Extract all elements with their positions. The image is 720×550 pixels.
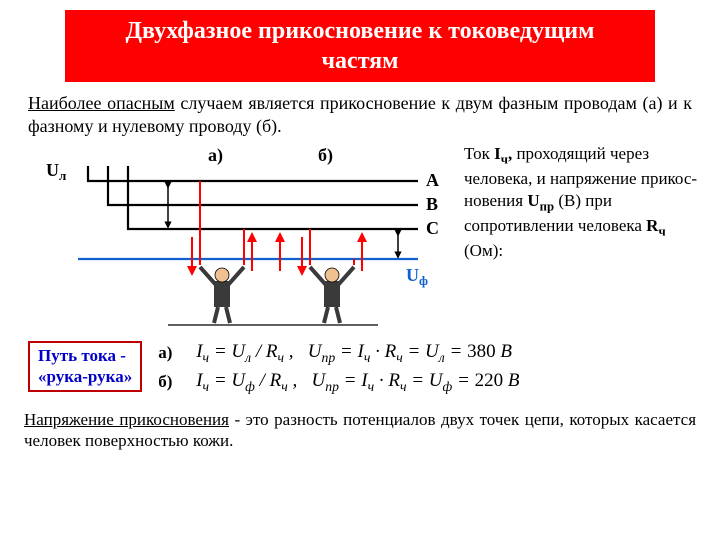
formulas: а) Iч = Uл / Rч , Uпр = Iч · Rч = Uл = 3… — [158, 341, 702, 399]
formula-b-label: б) — [158, 372, 182, 392]
phase-A-label: A — [426, 170, 439, 190]
phase-B-label: B — [426, 194, 438, 214]
case-a-label: а) — [208, 145, 223, 166]
formulas-row: Путь тока -«рука-рука» а) Iч = Uл / Rч ,… — [28, 341, 702, 399]
side-text: Ток Iч, проходящий через человека, и нап… — [458, 141, 702, 331]
circuit-diagram-svg: A B C Uл Uф а) б) — [18, 141, 458, 331]
case-b-label: б) — [318, 145, 333, 166]
person-b — [280, 181, 362, 323]
definition-text: Напряжение прикосновения - это разность … — [24, 409, 696, 452]
formula-b: б) Iч = Uф / Rч , Uпр = Iч · Rч = Uф = 2… — [158, 370, 702, 395]
formula-a-label: а) — [158, 343, 182, 363]
main-row: A B C Uл Uф а) б) — [18, 141, 702, 331]
title-banner: Двухфазное прикосновение к токоведущим ч… — [65, 10, 655, 82]
Uf-label: Uф — [406, 265, 428, 288]
current-path-box: Путь тока -«рука-рука» — [28, 341, 142, 392]
diagram: A B C Uл Uф а) б) — [18, 141, 458, 331]
Ul-label: Uл — [46, 160, 66, 183]
phase-C-label: C — [426, 218, 439, 238]
formula-b-expr: Iч = Uф / Rч , Uпр = Iч · Rч = Uф = 220 … — [196, 370, 519, 395]
formula-a-expr: Iч = Uл / Rч , Uпр = Iч · Rч = Uл = 380 … — [196, 341, 512, 366]
person-a — [192, 181, 252, 323]
intro-text: Наиболее опасным случаем является прикос… — [28, 92, 692, 137]
formula-a: а) Iч = Uл / Rч , Uпр = Iч · Rч = Uл = 3… — [158, 341, 702, 366]
